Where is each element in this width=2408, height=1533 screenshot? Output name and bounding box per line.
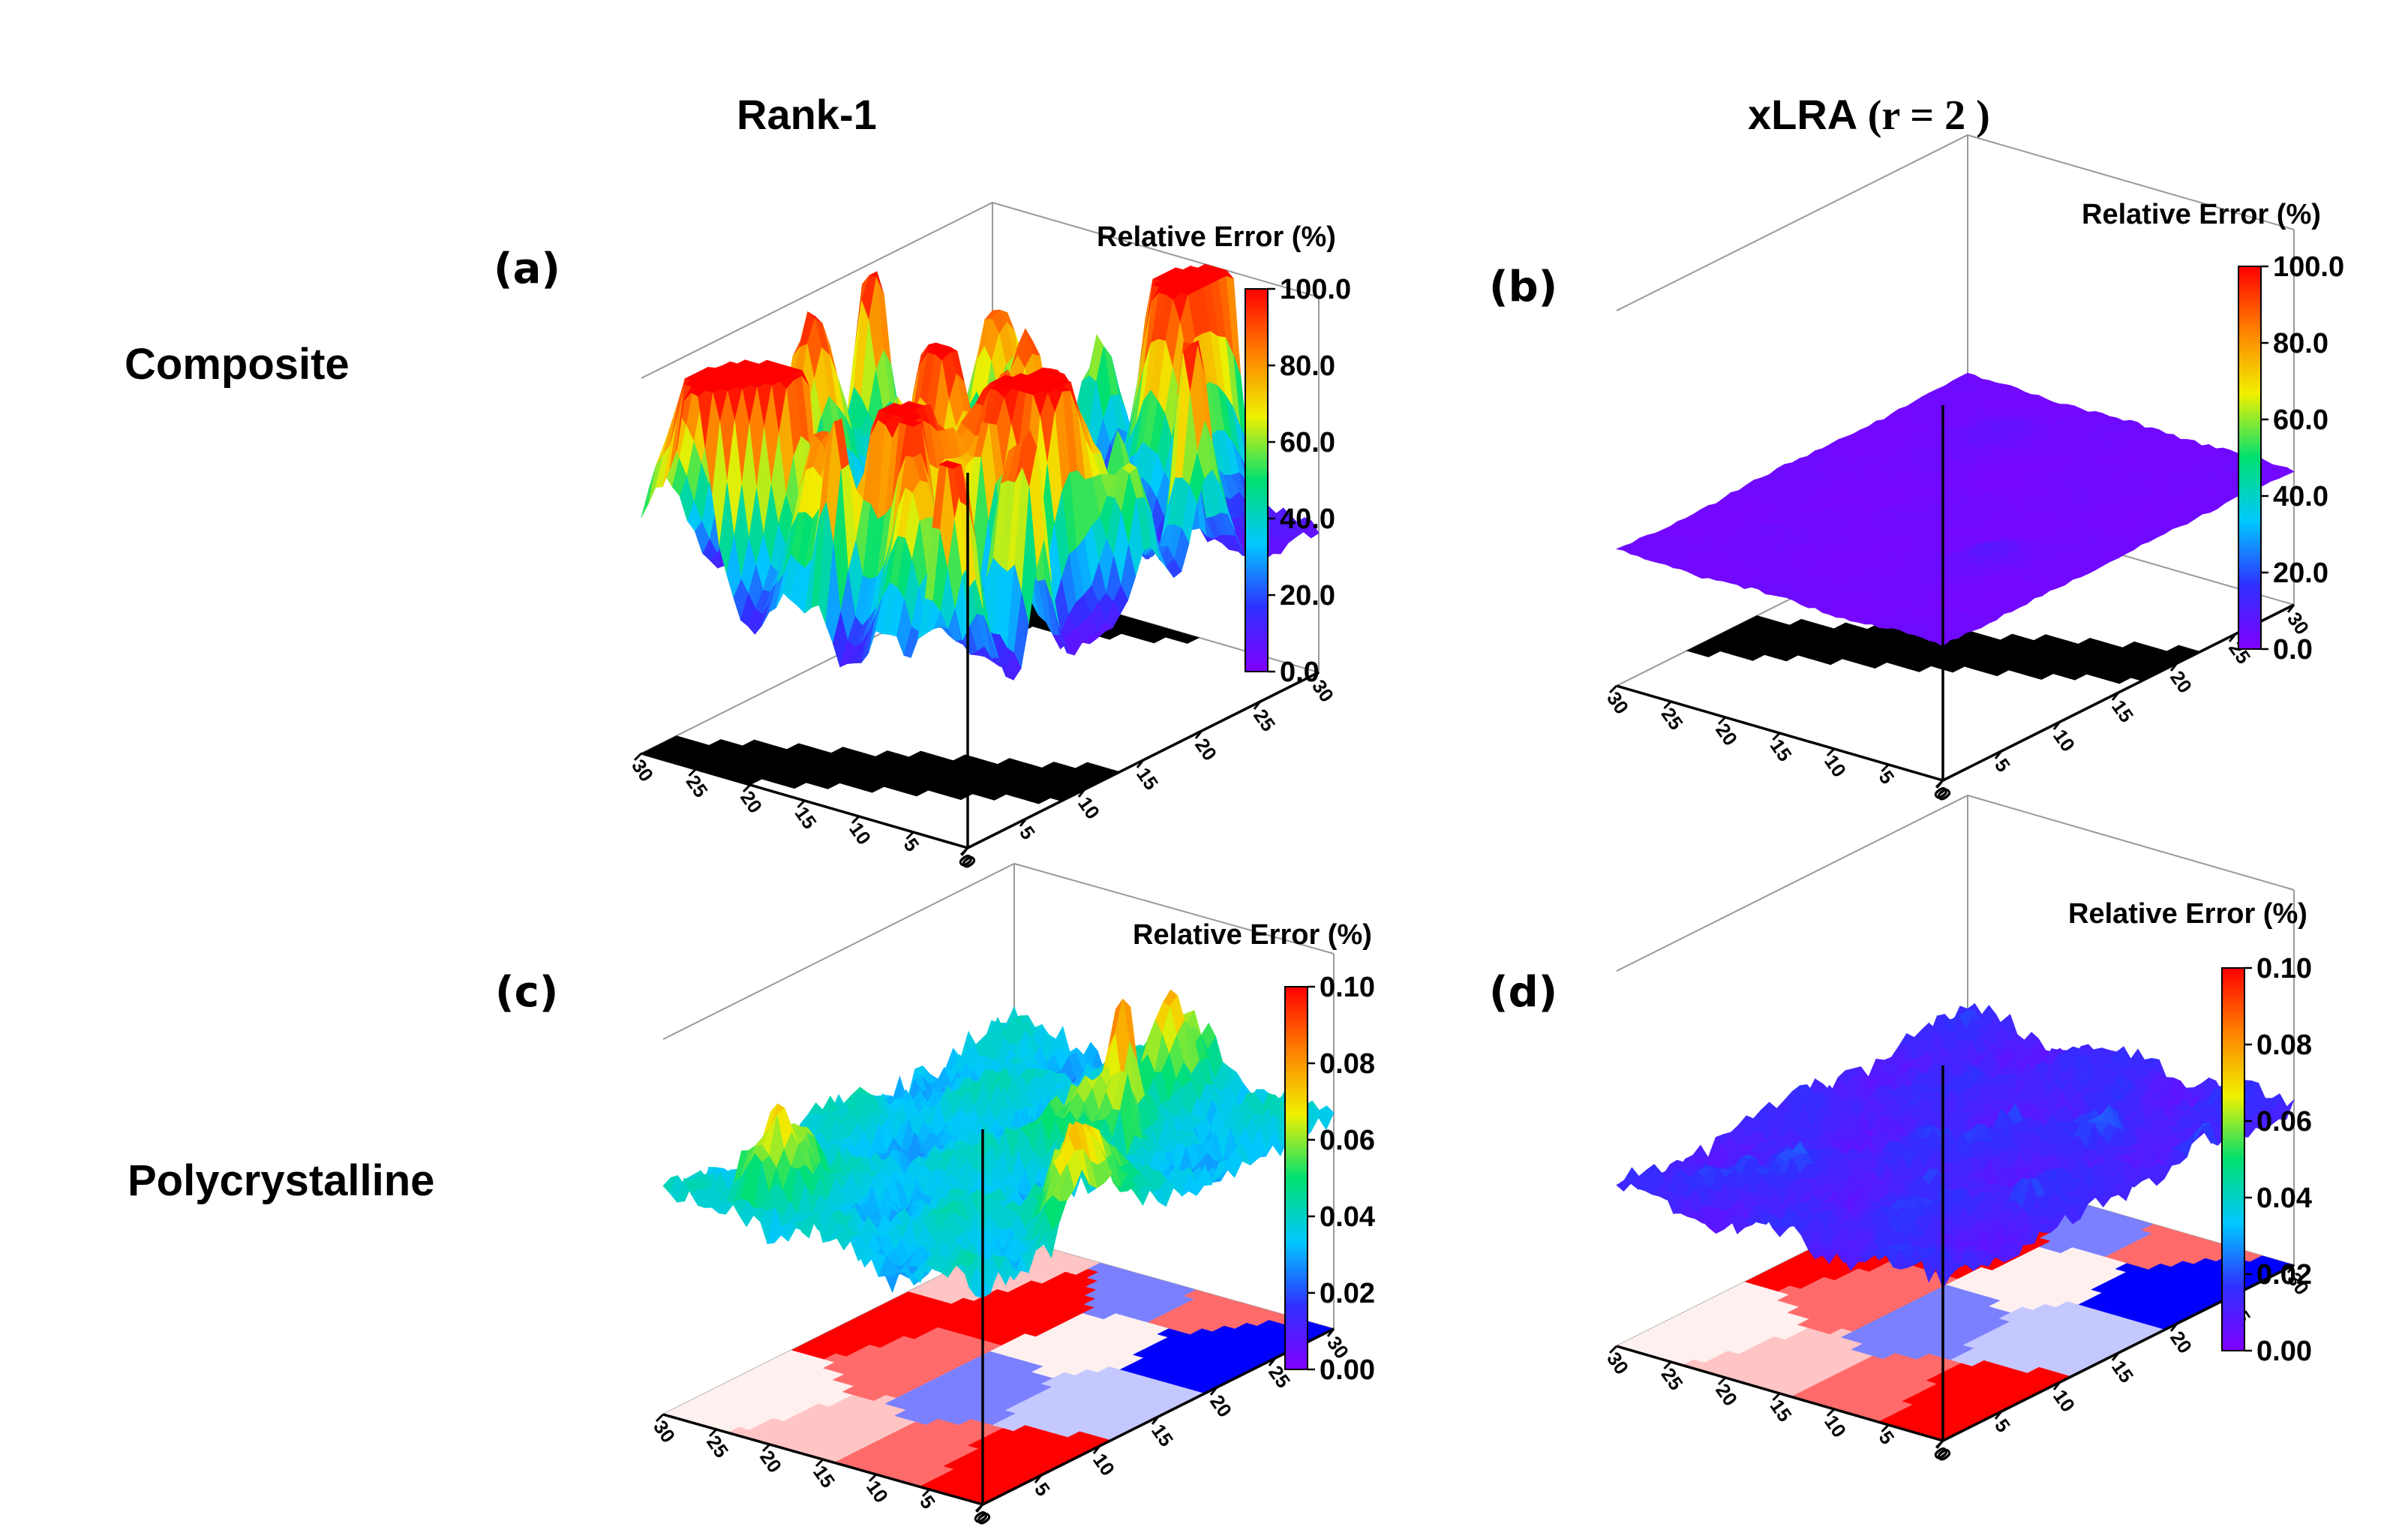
- colorbar-tick-label: 60.0: [2273, 404, 2328, 436]
- y-tick-label: 10: [1073, 792, 1104, 823]
- colorbar-tick-label: 40.0: [1280, 503, 1335, 535]
- column-header-rank-1: Rank-1: [737, 90, 877, 139]
- base-cell: [953, 754, 977, 765]
- x-tick-label: 10: [1820, 750, 1851, 781]
- column-header-xlra-text: xLRA: [1748, 91, 1857, 138]
- base-cell: [786, 743, 810, 753]
- colorbar-tick-label: 100.0: [1280, 274, 1351, 305]
- y-tick-label: 20: [2166, 666, 2196, 697]
- x-tick-label: 5: [1875, 766, 1899, 788]
- colorbar-tick-label: 40.0: [2273, 481, 2328, 513]
- row-label-polycrystalline: Polycrystalline: [128, 1156, 435, 1205]
- error-surface: [641, 263, 1320, 681]
- colorbar-tick-label: 0.0: [2273, 634, 2313, 666]
- panel-label-a: (a): [494, 245, 560, 293]
- base-cell: [708, 739, 733, 749]
- colorbar-tick-label: 80.0: [2273, 328, 2328, 359]
- panel-label-c: (c): [495, 968, 559, 1017]
- y-tick-label: 5: [1015, 822, 1040, 843]
- x-tick-label: 20: [1711, 719, 1742, 750]
- base-cell: [908, 750, 932, 761]
- x-tick-label: 30: [627, 755, 658, 786]
- y-tick-label: 25: [1249, 705, 1280, 735]
- x-tick-label: 25: [1657, 703, 1688, 734]
- colorbar-title: Relative Error (%): [1097, 221, 1336, 253]
- panel-label-d: (d): [1489, 968, 1558, 1017]
- x-tick-label: 15: [791, 802, 821, 833]
- column-header-xlra-math: (r = 2 ): [1867, 92, 1990, 139]
- row-label-composite: Composite: [125, 340, 350, 389]
- y-tick-label: 15: [2107, 696, 2138, 726]
- colorbar-tick-label: 20.0: [1280, 580, 1335, 612]
- x-tick-label: 20: [736, 786, 767, 817]
- y-tick-label: 20: [1190, 734, 1221, 765]
- y-tick-label: 15: [1132, 763, 1163, 794]
- base-cell: [997, 758, 1021, 768]
- x-tick-label: 5: [899, 834, 924, 855]
- column-header-rank-1-text: Rank-1: [737, 91, 877, 138]
- colorbar-tick-label: 0.0: [1280, 657, 1320, 688]
- colorbar-tick-label: 20.0: [2273, 558, 2328, 589]
- y-tick-label: 5: [1990, 754, 2015, 776]
- error-surface: [1615, 372, 2295, 647]
- base-cell: [875, 750, 899, 760]
- x-tick-label: 10: [845, 818, 875, 849]
- colorbar-tick-label: 60.0: [1280, 427, 1335, 458]
- column-header-xlra: xLRA (r = 2 ): [1748, 90, 1990, 140]
- y-tick-label: 10: [2049, 725, 2079, 756]
- colorbar-tick-label: 100.0: [2273, 251, 2344, 283]
- x-tick-label: 15: [1766, 735, 1797, 765]
- panel-label-b: (b): [1489, 263, 1558, 311]
- base-cell: [1074, 762, 1099, 772]
- colorbar: [1245, 288, 1269, 672]
- axis-box-top: [662, 862, 1335, 1040]
- base-cell: [742, 739, 766, 750]
- base-cell: [1041, 762, 1066, 771]
- base-cell: [830, 747, 855, 756]
- colorbar-tick-label: 80.0: [1280, 350, 1335, 382]
- x-tick-label: 25: [682, 771, 713, 801]
- x-tick-label: 30: [1602, 687, 1633, 718]
- base-cell: [664, 735, 689, 745]
- colorbar: [2238, 266, 2262, 650]
- colorbar-title: Relative Error (%): [2082, 199, 2321, 230]
